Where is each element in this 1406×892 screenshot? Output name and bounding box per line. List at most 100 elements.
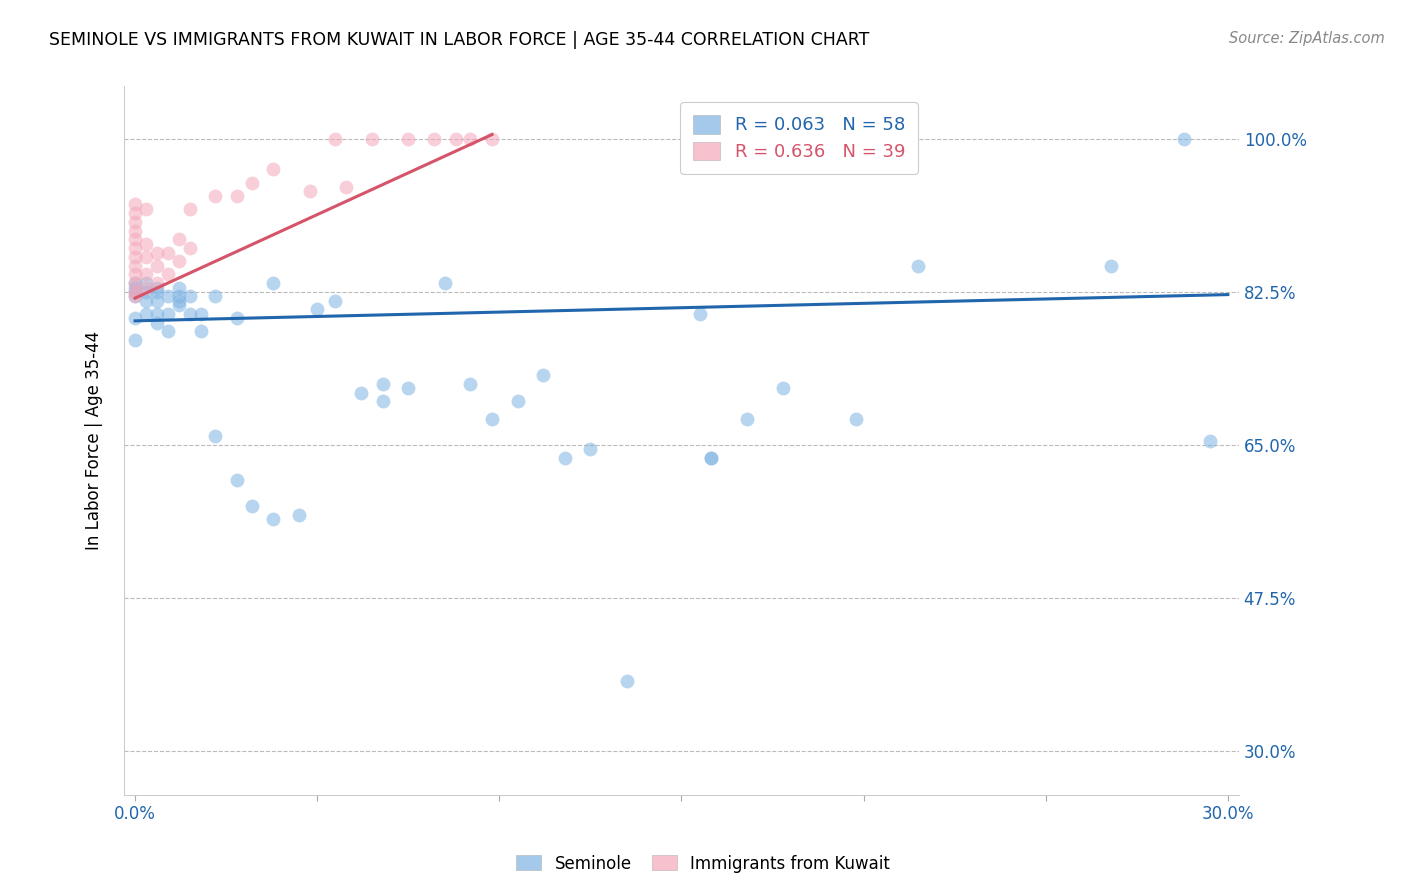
Point xyxy=(371,394,394,409)
Point xyxy=(179,307,201,321)
Point xyxy=(135,280,157,294)
Point xyxy=(124,259,146,273)
Point xyxy=(772,381,794,395)
Point xyxy=(335,180,357,194)
Point xyxy=(699,451,721,466)
Point xyxy=(124,224,146,238)
Point xyxy=(204,429,226,443)
Point xyxy=(481,132,503,146)
Point xyxy=(156,268,179,282)
Point xyxy=(124,311,146,326)
Point xyxy=(135,202,157,216)
Point xyxy=(325,293,347,308)
Point xyxy=(240,500,263,514)
Point xyxy=(204,188,226,202)
Point xyxy=(298,185,321,199)
Point xyxy=(226,188,249,202)
Y-axis label: In Labor Force | Age 35-44: In Labor Force | Age 35-44 xyxy=(86,331,103,550)
Point xyxy=(263,512,285,526)
Point xyxy=(481,412,503,426)
Point xyxy=(124,285,146,299)
Point xyxy=(735,412,758,426)
Point xyxy=(396,381,419,395)
Point xyxy=(288,508,311,522)
Point xyxy=(579,442,602,457)
Point xyxy=(167,293,190,308)
Point xyxy=(458,376,481,391)
Point xyxy=(167,298,190,312)
Point xyxy=(124,241,146,255)
Point xyxy=(396,132,419,146)
Text: Source: ZipAtlas.com: Source: ZipAtlas.com xyxy=(1229,31,1385,46)
Point xyxy=(124,197,146,211)
Point xyxy=(689,307,711,321)
Point xyxy=(423,132,446,146)
Point xyxy=(226,311,249,326)
Point xyxy=(325,132,347,146)
Point xyxy=(531,368,554,383)
Point xyxy=(167,280,190,294)
Legend: R = 0.063   N = 58, R = 0.636   N = 39: R = 0.063 N = 58, R = 0.636 N = 39 xyxy=(681,103,918,174)
Point xyxy=(433,277,456,291)
Point xyxy=(167,232,190,246)
Point xyxy=(699,451,721,466)
Point xyxy=(124,277,146,291)
Point xyxy=(179,241,201,255)
Point xyxy=(307,302,329,317)
Point xyxy=(146,259,169,273)
Point xyxy=(1173,132,1195,146)
Point xyxy=(124,206,146,220)
Point xyxy=(204,289,226,303)
Point xyxy=(179,202,201,216)
Point xyxy=(124,268,146,282)
Point xyxy=(167,289,190,303)
Point xyxy=(146,293,169,308)
Point xyxy=(156,324,179,338)
Point xyxy=(1198,434,1220,448)
Point xyxy=(124,280,146,294)
Point xyxy=(240,176,263,190)
Point xyxy=(444,132,467,146)
Point xyxy=(124,289,146,303)
Point xyxy=(554,451,576,466)
Point xyxy=(124,232,146,246)
Point xyxy=(124,289,146,303)
Legend: Seminole, Immigrants from Kuwait: Seminole, Immigrants from Kuwait xyxy=(509,848,897,880)
Point xyxy=(263,162,285,177)
Point xyxy=(124,250,146,264)
Point xyxy=(179,289,201,303)
Point xyxy=(458,132,481,146)
Point xyxy=(156,245,179,260)
Point xyxy=(146,307,169,321)
Point xyxy=(135,277,157,291)
Point xyxy=(135,307,157,321)
Point xyxy=(350,385,373,400)
Point xyxy=(371,376,394,391)
Point xyxy=(167,254,190,268)
Point xyxy=(146,245,169,260)
Point xyxy=(146,285,169,299)
Point xyxy=(616,674,638,689)
Point xyxy=(190,307,212,321)
Point xyxy=(506,394,529,409)
Point xyxy=(124,215,146,229)
Point xyxy=(263,277,285,291)
Point xyxy=(226,473,249,487)
Point xyxy=(124,333,146,347)
Text: SEMINOLE VS IMMIGRANTS FROM KUWAIT IN LABOR FORCE | AGE 35-44 CORRELATION CHART: SEMINOLE VS IMMIGRANTS FROM KUWAIT IN LA… xyxy=(49,31,869,49)
Point xyxy=(135,285,157,299)
Point xyxy=(360,132,382,146)
Point xyxy=(146,277,169,291)
Point xyxy=(135,268,157,282)
Point xyxy=(146,316,169,330)
Point xyxy=(845,412,868,426)
Point xyxy=(156,307,179,321)
Point xyxy=(907,259,929,273)
Point xyxy=(124,277,146,291)
Point xyxy=(135,250,157,264)
Point xyxy=(1099,259,1122,273)
Point xyxy=(124,285,146,299)
Point xyxy=(156,289,179,303)
Point xyxy=(135,293,157,308)
Point xyxy=(190,324,212,338)
